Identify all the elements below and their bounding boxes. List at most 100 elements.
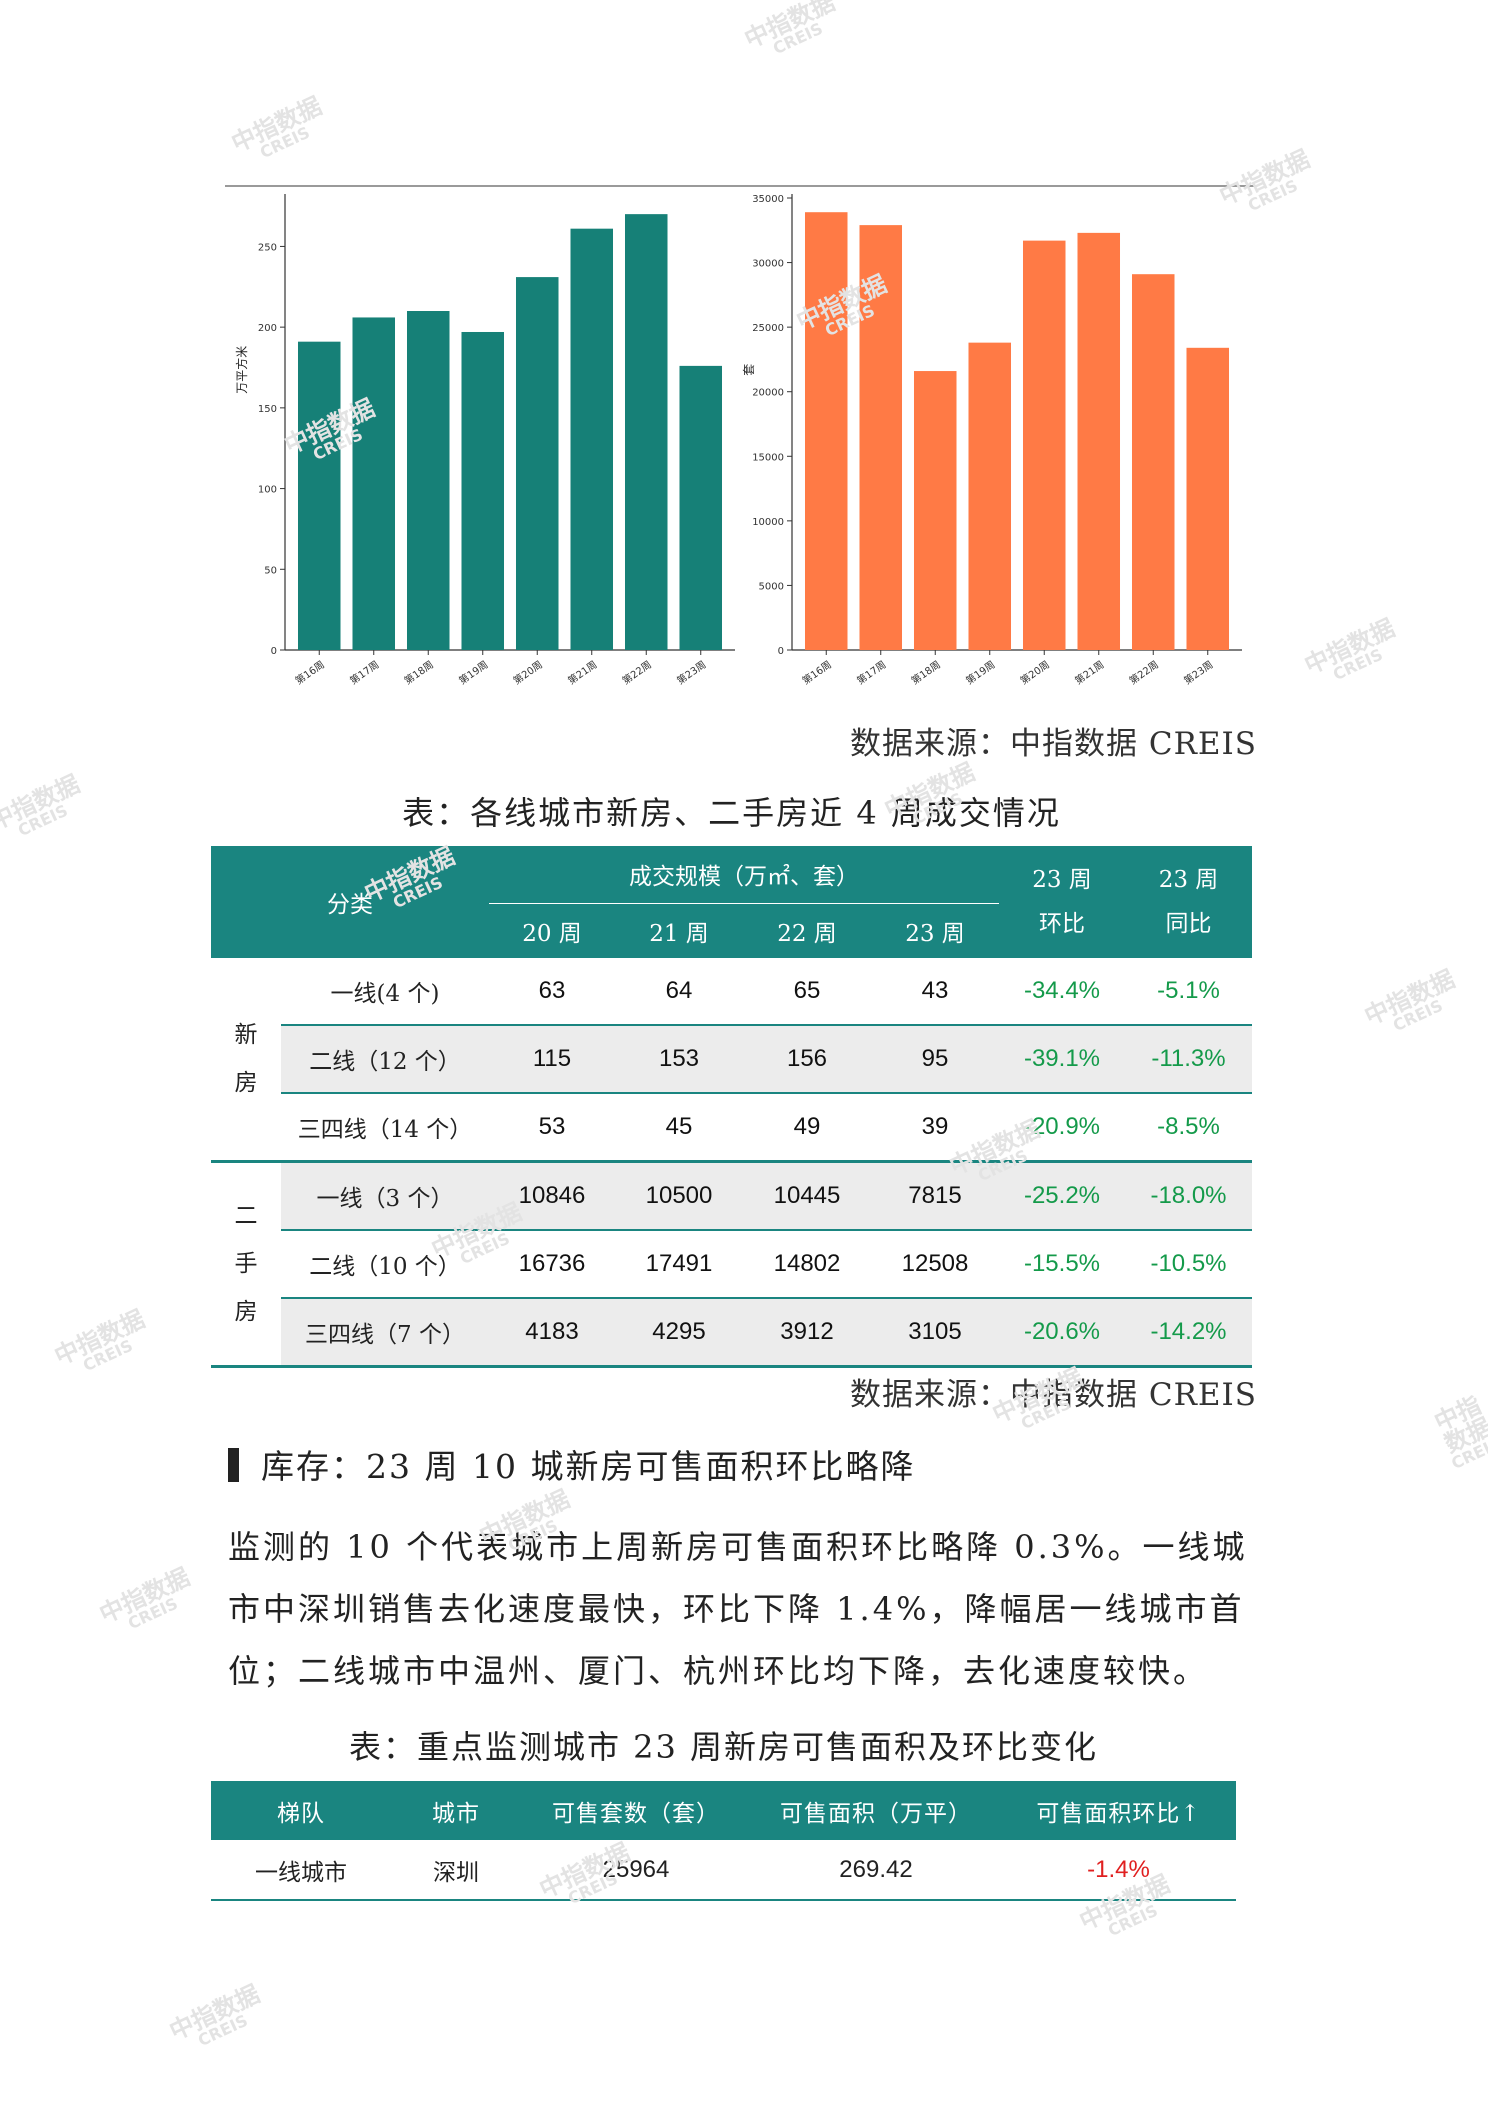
left-x-tick-label: 第20周 bbox=[511, 658, 545, 687]
cell-value: 153 bbox=[615, 1025, 743, 1094]
left-y-tick-label: 50 bbox=[264, 565, 277, 576]
right-chart-svg: 0 5000 10000 15000 20000 25000 30000 35000 套第16周… bbox=[742, 194, 1242, 687]
right-y-tick-label: 15000 bbox=[752, 452, 784, 463]
transaction-table: 分类 成交规模（万㎡、套） 23 周 环比 23 周 同比 20 周 21 周 … bbox=[211, 846, 1252, 1368]
header-scale: 成交规模（万㎡、套） bbox=[489, 846, 999, 904]
watermark: 中指数据 CREIS bbox=[227, 91, 327, 163]
table-row: 新 房 一线(4 个) 63 64 65 43 -34.4% -5.1% bbox=[211, 958, 1252, 1163]
watermark: 中指数据 CREIS bbox=[1430, 1391, 1488, 1473]
table2-header-row: 梯队 城市 可售套数（套） 可售面积（万平） 可售面积环比↑ bbox=[211, 1781, 1236, 1840]
group-label-char: 二 bbox=[234, 1203, 258, 1229]
data-source-1: 数据来源：中指数据 CREIS bbox=[850, 726, 1258, 762]
left-x-tick-label: 第22周 bbox=[620, 658, 654, 687]
cell-value: 3105 bbox=[871, 1298, 999, 1368]
cell-mom: -20.9% bbox=[999, 1093, 1125, 1163]
row-name: 二线（10 个） bbox=[281, 1230, 489, 1299]
cell-value: 16736 bbox=[489, 1230, 615, 1299]
watermark: 中指数据 CREIS bbox=[50, 1304, 150, 1376]
cell-mom: -34.4% bbox=[999, 958, 1125, 1026]
watermark: 中指数据 CREIS bbox=[0, 769, 85, 841]
body-paragraph: 监测的 10 个代表城市上周新房可售面积环比略降 0.3%。一线城市中深圳销售去… bbox=[228, 1528, 1248, 1690]
heading-text: 库存：23 周 10 城新房可售面积环比略降 bbox=[261, 1447, 916, 1486]
table1-caption: 表：各线城市新房、二手房近 4 周成交情况 bbox=[402, 794, 1061, 832]
table-row: 二 手 房 一线（3 个） 10846 10500 10445 7815 -25… bbox=[211, 1161, 1252, 1368]
left-y-tick-label: 100 bbox=[258, 485, 277, 496]
right-y-tick-label: 20000 bbox=[752, 388, 784, 399]
cell-mom: -15.5% bbox=[999, 1230, 1125, 1299]
table1-header-row1: 分类 成交规模（万㎡、套） 23 周 环比 23 周 同比 bbox=[211, 846, 1252, 958]
group-label-new: 新 房 bbox=[211, 958, 281, 1163]
group-label-second: 二 手 房 bbox=[211, 1161, 281, 1368]
right-x-tick-label: 第22周 bbox=[1127, 658, 1161, 687]
right-y-tick-label: 30000 bbox=[752, 259, 784, 270]
cell-value: 63 bbox=[489, 958, 615, 1026]
right-y-tick-label: 35000 bbox=[752, 194, 784, 205]
cell-yoy: -5.1% bbox=[1125, 958, 1252, 1026]
cell-value: 43 bbox=[871, 958, 999, 1026]
left-y-tick-label: 200 bbox=[258, 323, 277, 334]
left-bar bbox=[679, 365, 723, 650]
cell-yoy: -18.0% bbox=[1125, 1161, 1252, 1231]
cell-mom: -25.2% bbox=[999, 1161, 1125, 1231]
table-row: 一线城市 深圳 25964 269.42 -1.4% bbox=[211, 1840, 1236, 1901]
right-x-tick-label: 第21周 bbox=[1072, 658, 1106, 687]
right-bar bbox=[968, 342, 1012, 650]
left-x-tick-label: 第17周 bbox=[347, 658, 381, 687]
data-source-2: 数据来源：中指数据 CREIS bbox=[850, 1377, 1258, 1413]
left-bar bbox=[515, 277, 559, 650]
watermark: 中指数据 CREIS bbox=[95, 1562, 195, 1634]
cell-value: 7815 bbox=[871, 1161, 999, 1231]
table-row: 三四线（14 个） 53 45 49 39 -20.9% -8.5% bbox=[211, 1093, 1252, 1163]
right-bar bbox=[1131, 274, 1175, 650]
group-label-char: 房 bbox=[234, 1070, 258, 1096]
row-name: 二线（12 个） bbox=[281, 1025, 489, 1094]
header-yoy: 23 周 同比 bbox=[1125, 846, 1252, 958]
left-x-tick-label: 第19周 bbox=[456, 658, 490, 687]
left-x-tick-label: 第18周 bbox=[402, 658, 436, 687]
heading-marker bbox=[228, 1448, 239, 1482]
cell-yoy: -8.5% bbox=[1125, 1093, 1252, 1163]
left-bar bbox=[297, 341, 341, 650]
row-name: 一线(4 个) bbox=[281, 958, 489, 1026]
header-units: 可售套数（套） bbox=[521, 1781, 751, 1840]
cell-units: 25964 bbox=[521, 1840, 751, 1901]
cell-value: 156 bbox=[743, 1025, 871, 1094]
left-x-tick-label: 第21周 bbox=[565, 658, 599, 687]
header-area-mom: 可售面积环比↑ bbox=[1001, 1781, 1236, 1840]
group-label-char: 手 bbox=[234, 1251, 258, 1277]
header-yoy-week: 23 周 bbox=[1158, 867, 1219, 893]
table-row: 二线（10 个） 16736 17491 14802 12508 -15.5% … bbox=[211, 1230, 1252, 1299]
table-row: 二线（12 个） 115 153 156 95 -39.1% -11.3% bbox=[211, 1025, 1252, 1094]
left-bar bbox=[461, 331, 505, 650]
cell-value: 10500 bbox=[615, 1161, 743, 1231]
right-x-tick-label: 第16周 bbox=[800, 658, 834, 687]
right-x-tick-label: 第17周 bbox=[854, 658, 888, 687]
left-y-axis-label: 万平方米 bbox=[234, 346, 249, 394]
header-mom-label: 环比 bbox=[1039, 911, 1085, 937]
table1-header-row2: 20 周 21 周 22 周 23 周 bbox=[211, 903, 1252, 958]
watermark: 中指数据 CREIS bbox=[740, 0, 840, 59]
cell-value: 4295 bbox=[615, 1298, 743, 1368]
header-week-23: 23 周 bbox=[871, 903, 999, 958]
cell-area-mom: -1.4% bbox=[1001, 1840, 1236, 1901]
top-divider bbox=[225, 185, 1257, 187]
left-x-tick-label: 第16周 bbox=[293, 658, 327, 687]
group-label-char: 房 bbox=[234, 1299, 258, 1325]
header-week-20: 20 周 bbox=[489, 903, 615, 958]
cell-value: 10846 bbox=[489, 1161, 615, 1231]
cell-mom: -20.6% bbox=[999, 1298, 1125, 1368]
right-x-tick-label: 第20周 bbox=[1018, 658, 1052, 687]
left-bar-chart: 0 50 100 150 200 250 万平方米 第16周 第17周 第18周 第19周 第20周第… bbox=[228, 190, 748, 714]
cell-yoy: -14.2% bbox=[1125, 1298, 1252, 1368]
cell-value: 39 bbox=[871, 1093, 999, 1163]
cell-value: 10445 bbox=[743, 1161, 871, 1231]
cell-value: 53 bbox=[489, 1093, 615, 1163]
header-area: 可售面积（万平） bbox=[751, 1781, 1001, 1840]
left-y-tick-label: 0 bbox=[271, 646, 277, 657]
left-y-tick-label: 150 bbox=[258, 404, 277, 415]
cell-value: 17491 bbox=[615, 1230, 743, 1299]
cell-value: 12508 bbox=[871, 1230, 999, 1299]
cell-city: 深圳 bbox=[391, 1840, 521, 1901]
group-label-char: 新 bbox=[234, 1022, 258, 1048]
cell-value: 65 bbox=[743, 958, 871, 1026]
